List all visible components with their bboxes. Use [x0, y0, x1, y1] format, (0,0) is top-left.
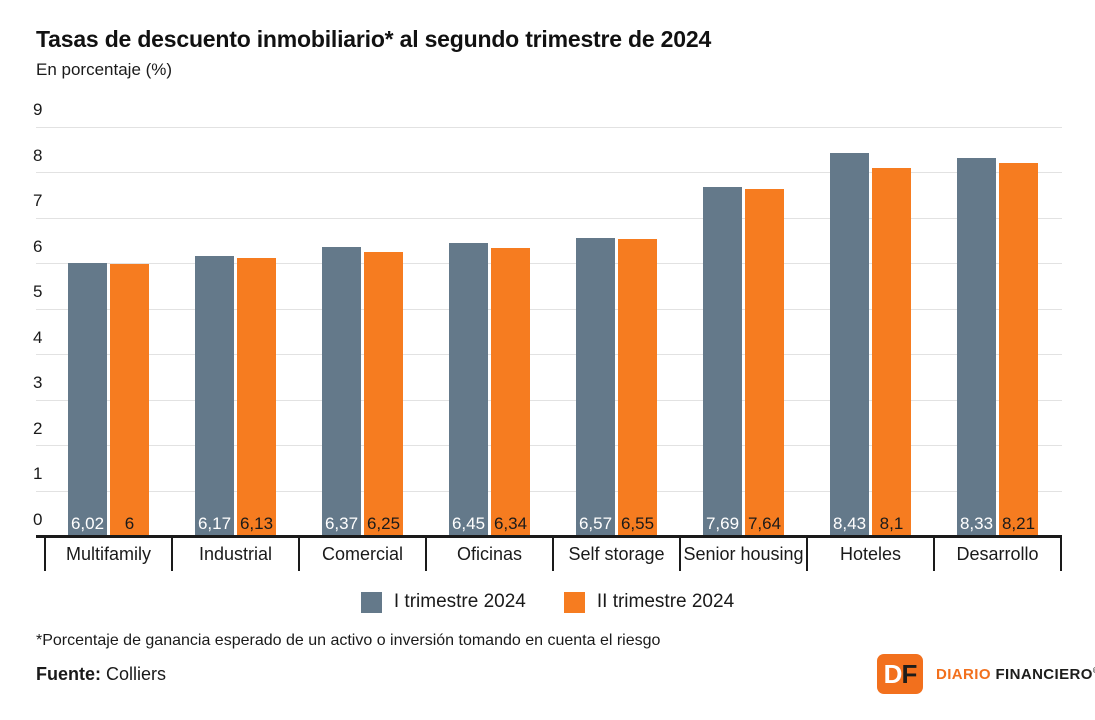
y-axis-tick-label: 1 — [33, 464, 43, 484]
source-label: Fuente: — [36, 664, 101, 684]
y-axis-tick-label: 2 — [33, 418, 43, 438]
y-gridline — [36, 308, 1062, 310]
wordmark-financiero: FINANCIERO — [995, 665, 1093, 683]
bar-value-label: 7,69 — [705, 513, 740, 533]
bar-q2-multifamily: 6 — [110, 263, 149, 537]
chart-footnote: *Porcentaje de ganancia esperado de un a… — [36, 632, 661, 649]
x-axis-category-label: Desarrollo — [956, 544, 1039, 564]
chart-title: Tasas de descuento inmobiliario* al segu… — [36, 26, 712, 52]
wordmark-registered-mark: ® — [1093, 666, 1095, 675]
y-axis-tick-label: 8 — [33, 145, 43, 165]
x-axis-category-label: Oficinas — [456, 544, 523, 564]
x-axis-category-label: Senior housing — [683, 544, 804, 564]
bar-q1-desarrollo: 8,33 — [957, 157, 996, 537]
bar-value-label: 8,21 — [1001, 513, 1036, 533]
y-axis-tick-label: 3 — [33, 373, 43, 393]
x-axis-category-label: Self storage — [568, 544, 665, 564]
x-axis-category-tick — [1060, 537, 1062, 571]
legend-swatch-q1 — [360, 591, 382, 613]
bar-value-label: 6,13 — [239, 513, 274, 533]
x-axis-category-tick — [679, 537, 681, 571]
bar-value-label: 8,1 — [879, 513, 904, 533]
bar-value-label: 6,34 — [493, 513, 528, 533]
legend-item-q1: I trimestre 2024 — [360, 591, 526, 613]
legend-item-q2: II trimestre 2024 — [563, 591, 735, 613]
bar-value-label: 6,45 — [451, 513, 486, 533]
y-gridline — [36, 263, 1062, 265]
bar-q1-senior-housing: 7,69 — [703, 186, 742, 537]
bar-q2-hoteles: 8,1 — [872, 168, 911, 537]
legend-swatch-q2 — [563, 591, 585, 613]
source-value: Colliers — [101, 664, 167, 684]
bar-q2-comercial: 6,25 — [364, 252, 403, 537]
df-wordmark: DIARIO FINANCIERO® — [936, 666, 1095, 683]
bar-q2-desarrollo: 8,21 — [999, 163, 1038, 537]
y-gridline — [36, 399, 1062, 401]
bar-q2-industrial: 6,13 — [237, 257, 276, 537]
y-gridline — [36, 490, 1062, 492]
y-axis-tick-label: 9 — [33, 100, 43, 120]
diario-financiero-logo: DF DIARIO FINANCIERO® — [877, 654, 1095, 694]
bar-value-label: 6 — [124, 513, 135, 533]
x-axis-category-label: Industrial — [198, 544, 273, 564]
bar-value-label: 6,25 — [366, 514, 401, 533]
x-axis-category-label: Comercial — [321, 544, 404, 564]
x-axis-category-tick — [552, 537, 554, 571]
y-gridline — [36, 354, 1062, 356]
bar-value-label: 8,33 — [959, 513, 994, 533]
bar-q2-senior-housing: 7,64 — [745, 188, 784, 537]
bar-value-label: 6,57 — [578, 513, 613, 533]
x-axis-category-tick — [933, 537, 935, 571]
y-axis-tick-label: 4 — [33, 327, 43, 347]
bar-q1-industrial: 6,17 — [195, 255, 234, 537]
x-axis-category-label: Hoteles — [839, 544, 902, 564]
wordmark-diario: DIARIO — [936, 665, 991, 683]
bar-value-label: 6,55 — [620, 513, 655, 533]
df-logo-f: F — [901, 658, 917, 689]
bar-value-label: 6,37 — [324, 513, 359, 533]
y-axis-tick-label: 7 — [33, 191, 43, 211]
bar-value-label: 6,17 — [197, 513, 232, 533]
x-axis-category-label: Multifamily — [65, 544, 151, 564]
bar-q1-self-storage: 6,57 — [576, 237, 615, 537]
y-gridline — [36, 445, 1062, 447]
bar-value-label: 8,43 — [832, 513, 867, 533]
legend-label-q2: II trimestre 2024 — [596, 591, 735, 612]
legend-label-q1: I trimestre 2024 — [393, 591, 526, 612]
bar-q1-comercial: 6,37 — [322, 246, 361, 537]
bar-q2-self-storage: 6,55 — [618, 238, 657, 537]
x-axis-category-tick — [298, 537, 300, 571]
bar-q1-multifamily: 6,02 — [68, 262, 107, 537]
chart-subtitle: En porcentaje (%) — [36, 60, 173, 79]
source-line: Fuente: Colliers — [36, 664, 166, 685]
chart-legend: I trimestre 2024 II trimestre 2024 — [0, 591, 1095, 613]
x-axis-category-tick — [425, 537, 427, 571]
y-axis-tick-label: 6 — [33, 236, 43, 256]
bar-q1-oficinas: 6,45 — [449, 243, 488, 537]
y-axis-tick-label: 5 — [33, 282, 43, 302]
y-gridline — [36, 217, 1062, 219]
x-axis-category-tick — [171, 537, 173, 571]
x-axis-category-tick — [44, 537, 46, 571]
bar-q2-oficinas: 6,34 — [491, 248, 530, 537]
y-axis-tick-label: 0 — [33, 510, 43, 529]
y-gridline — [36, 172, 1062, 174]
bar-value-label: 6,02 — [70, 513, 105, 533]
bar-value-label: 7,64 — [747, 513, 782, 533]
y-gridline — [36, 126, 1062, 128]
x-axis-category-tick — [806, 537, 808, 571]
x-axis-line — [36, 535, 1062, 538]
bar-q1-hoteles: 8,43 — [830, 153, 869, 537]
df-logo-d: D — [883, 658, 903, 689]
